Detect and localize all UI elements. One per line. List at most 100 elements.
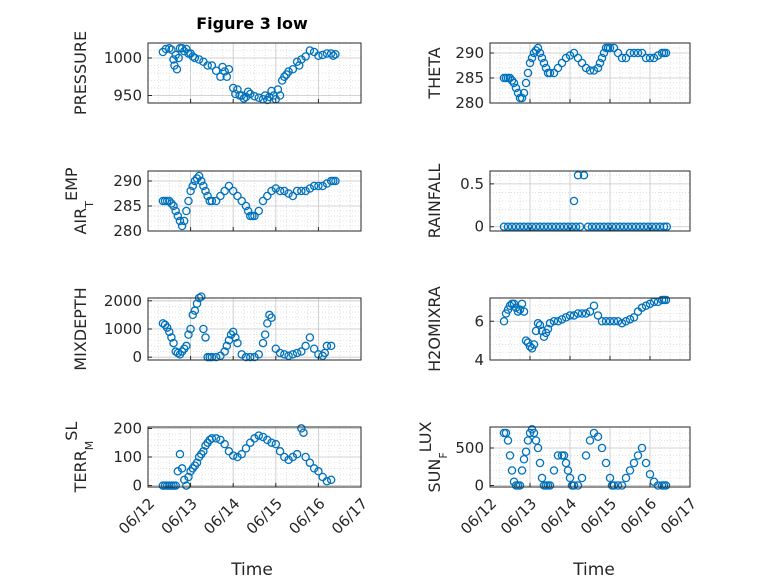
data-point [519,454,529,464]
data-point [521,78,531,88]
data-point [565,311,575,320]
data-point [182,481,191,490]
y-tick-label: 280 [455,94,484,112]
data-point [653,481,663,490]
data-point [629,458,639,468]
y-tick-label: 100 [113,448,142,466]
data-point [194,171,204,181]
data-point [288,65,298,74]
data-point [297,424,306,433]
data-point [222,341,232,351]
data-point [597,316,607,326]
data-point [237,449,246,459]
data-point [245,438,255,447]
x-axis-label-right: Time [572,560,615,580]
data-point [549,316,559,326]
data-point [284,189,293,198]
data-point [169,55,178,64]
axes-box [489,170,691,232]
data-point [535,458,545,468]
data-point [314,51,323,61]
data-point [322,477,332,486]
y-tick-label: 0.5 [460,175,484,193]
data-point [535,320,545,330]
data-point [288,350,298,359]
y-tick-label: 0 [474,477,484,495]
data-point [645,53,655,63]
y-axis-label: RAINFALL [425,164,444,239]
data-point [167,45,176,55]
data-point [263,435,272,445]
data-point [250,434,259,443]
data-point [228,327,238,337]
data-point [629,313,639,322]
data-point [216,435,225,445]
subplot-h2omixra: 4 6 H2OMIXRA [425,286,691,372]
data-point [297,186,306,196]
data-point [174,53,183,63]
data-point [241,352,251,362]
data-point [585,307,595,316]
data-point [595,58,605,68]
data-point [531,326,541,336]
data-point [182,206,191,216]
data-point [603,222,613,231]
y-axis-label: THETA [425,47,444,99]
data-point [555,222,565,231]
data-point [509,78,519,88]
data-point [192,174,202,183]
data-point [216,191,225,201]
y-tick-label: 285 [455,69,484,87]
data-point [623,222,633,231]
data-point [207,434,217,443]
data-point [641,53,651,63]
data-point [179,216,189,226]
y-tick-label: 0 [132,477,142,495]
data-point [207,196,217,206]
y-axis-label: PRESSURE [71,31,90,115]
data-point [565,473,575,483]
data-point [533,443,543,453]
data-point [547,222,557,231]
data-point [184,472,193,482]
data-point [587,222,597,231]
y-axis-label-subscript: F [437,452,450,458]
data-point [216,351,225,361]
data-point [559,222,569,231]
data-point [275,91,285,100]
y-tick-label: 500 [455,439,484,457]
axes-box [147,170,362,232]
data-point [231,333,240,342]
data-point [553,451,563,460]
data-point [172,65,182,74]
data-point [211,196,221,206]
data-point [258,196,268,206]
data-point [171,347,180,356]
data-point [211,66,221,76]
data-point [499,316,509,326]
data-point [297,347,306,356]
data-point [645,299,655,309]
data-point [258,432,268,442]
data-point [659,222,669,231]
data-point [254,350,264,359]
y-axis-label-subscript: M [83,441,96,451]
data-point [199,181,208,191]
data-point [511,222,521,231]
y-tick-label: 285 [113,197,142,215]
data-point [545,68,555,78]
data-point [165,196,174,206]
data-point [175,449,185,459]
data-point [633,48,643,58]
data-point [535,48,545,58]
data-point [207,352,217,362]
data-point [617,318,627,328]
data-point [241,201,251,211]
axes-box [489,42,691,104]
data-point [301,186,310,196]
y-tick-label: 290 [113,172,142,190]
data-point [519,88,529,98]
data-point [186,324,195,334]
data-point [243,87,253,97]
data-point [263,191,272,201]
